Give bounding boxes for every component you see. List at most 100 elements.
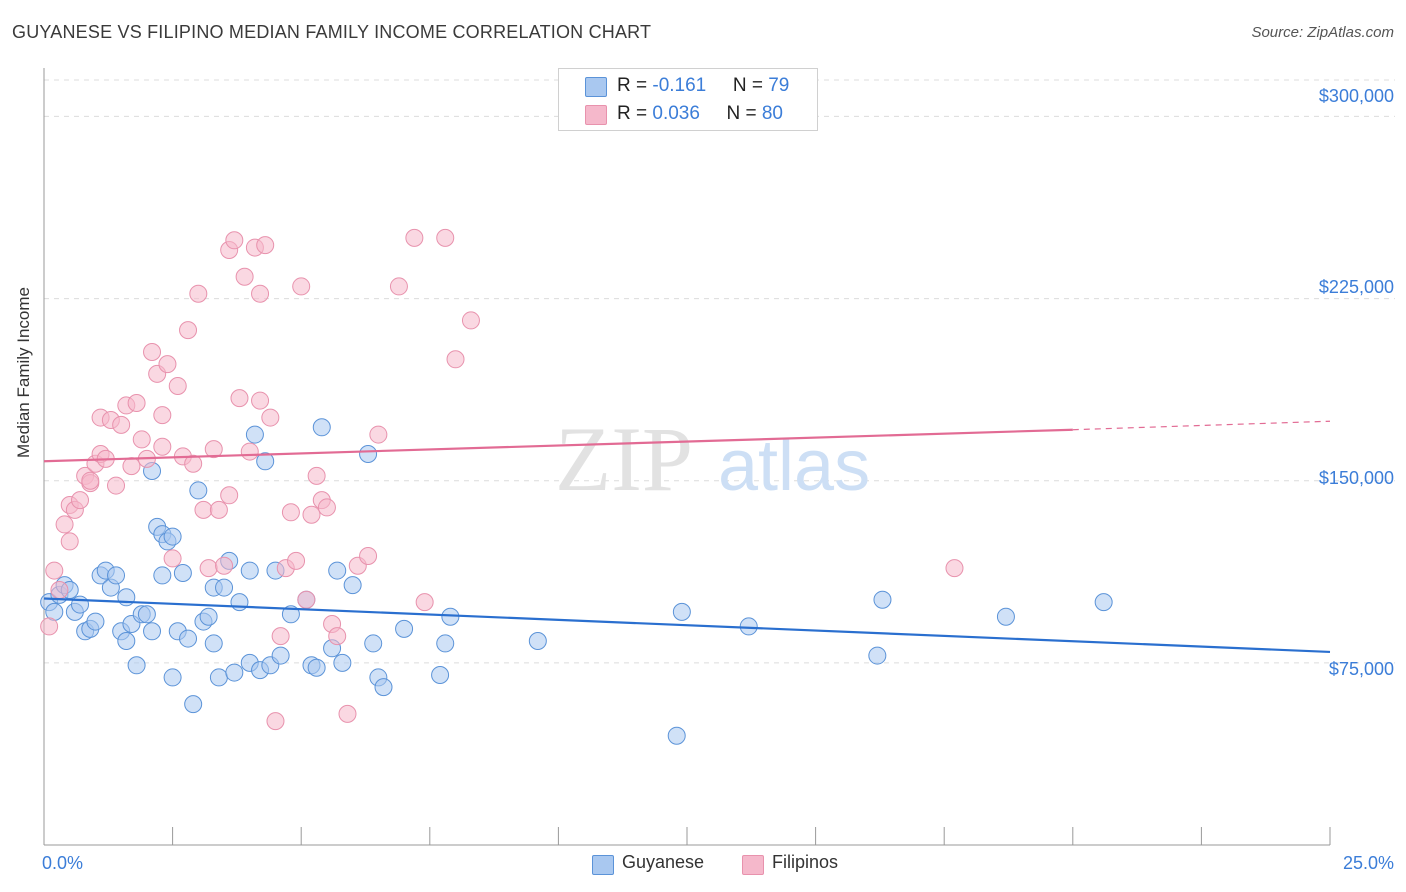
filipinos-point	[415, 593, 434, 612]
guyanese-point	[364, 634, 383, 653]
filipinos-point	[235, 267, 254, 286]
guyanese-point	[204, 634, 223, 653]
filipinos-point	[194, 500, 213, 519]
guyanese-point	[107, 566, 126, 585]
filipinos-point	[112, 415, 131, 434]
guyanese-point	[127, 656, 146, 675]
guyanese-point	[71, 595, 90, 614]
filipinos-point	[153, 406, 172, 425]
guyanese-point	[359, 445, 378, 463]
filipinos-point	[359, 547, 378, 565]
trend-lines	[43, 420, 1331, 654]
filipinos-point	[461, 311, 480, 330]
filipinos-point	[256, 236, 275, 255]
guyanese-point	[343, 576, 362, 595]
x-tick-label: 0.0%	[42, 853, 84, 873]
chart-title: GUYANESE VS FILIPINO MEDIAN FAMILY INCOM…	[12, 22, 652, 42]
x-tick-label: 25.0%	[1342, 853, 1394, 873]
filipinos-point	[107, 476, 126, 495]
guyanese-point	[173, 564, 192, 582]
y-tick-label: $225,000	[1318, 277, 1394, 297]
guyanese-point	[215, 578, 234, 597]
filipinos-point	[184, 454, 203, 473]
filipinos-point	[60, 532, 79, 551]
filipinos-point	[220, 486, 239, 505]
filipinos-point	[143, 343, 162, 361]
guyanese-point	[86, 612, 105, 631]
filipinos-point	[55, 515, 74, 534]
guyanese-point	[137, 605, 156, 624]
stats-legend: R = -0.161 N = 79 R = 0.036 N = 80	[558, 68, 818, 131]
filipinos-point	[251, 391, 270, 410]
filipinos-point	[71, 491, 90, 510]
guyanese-point	[1094, 593, 1113, 612]
guyanese-point	[163, 668, 182, 687]
filipinos-point	[81, 471, 100, 490]
guyanese-point	[230, 593, 249, 612]
guyanese-point	[209, 668, 228, 687]
filipinos-point	[261, 408, 280, 427]
guyanese-point	[395, 619, 414, 638]
y-tick-label: $300,000	[1318, 86, 1394, 106]
guyanese-point	[163, 527, 182, 546]
filipinos-point	[240, 442, 259, 461]
filipinos-point	[302, 505, 321, 524]
guyanese-point	[199, 607, 218, 626]
filipinos-point	[317, 498, 336, 517]
guyanese-point	[245, 425, 264, 444]
guyanese-point	[739, 617, 758, 636]
filipinos-trend-extension	[1072, 420, 1331, 431]
guyanese-point	[667, 726, 686, 745]
guyanese-point	[528, 632, 547, 650]
legend-row-filipinos: R = 0.036 N = 80	[617, 103, 783, 124]
guyanese-point	[672, 602, 691, 621]
filipinos-point	[297, 590, 316, 609]
filipinos-point	[292, 277, 311, 296]
filipinos-point	[179, 321, 198, 340]
filipinos-point	[307, 466, 326, 485]
guyanese-point	[307, 658, 326, 677]
filipinos-point	[338, 704, 357, 723]
filipinos-point	[122, 457, 141, 476]
guyanese-point	[240, 561, 259, 580]
filipinos-point	[945, 559, 964, 578]
filipinos-point	[287, 551, 306, 570]
filipinos-point	[251, 284, 270, 303]
filipinos-point	[225, 231, 244, 250]
y-tick-label: $75,000	[1328, 659, 1394, 679]
guyanese-trend-line	[43, 597, 1331, 654]
legend-swatch-guyanese	[592, 855, 614, 875]
guyanese-point	[256, 452, 275, 471]
filipinos-point	[132, 430, 151, 449]
guyanese-point	[271, 646, 290, 665]
guyanese-point	[374, 678, 393, 697]
guyanese-point	[868, 646, 887, 665]
filipinos-point	[45, 561, 64, 580]
guyanese-point	[179, 629, 198, 648]
filipinos-point	[389, 277, 408, 296]
guyanese-point	[143, 622, 162, 641]
filipinos-point	[163, 549, 182, 568]
legend-label-filipinos: Filipinos	[772, 852, 839, 872]
legend-label-guyanese: Guyanese	[622, 852, 705, 872]
guyanese-point	[996, 607, 1015, 626]
guyanese-point	[153, 566, 172, 585]
legend-swatch-guyanese	[585, 77, 607, 97]
filipinos-point	[271, 627, 290, 646]
guyanese-point	[184, 695, 203, 714]
source-label: Source: ZipAtlas.com	[1251, 24, 1394, 41]
filipinos-point	[266, 712, 285, 731]
filipinos-point	[446, 350, 465, 369]
filipinos-point	[153, 437, 172, 456]
y-axis-label: Median Family Income	[14, 286, 33, 458]
filipinos-point	[189, 284, 208, 303]
guyanese-point	[117, 632, 136, 650]
guyanese-point	[873, 590, 892, 609]
guyanese-point	[189, 481, 208, 500]
filipinos-point	[204, 440, 223, 459]
filipinos-point	[209, 500, 228, 519]
filipinos-point	[369, 425, 388, 444]
filipinos-point	[281, 503, 300, 522]
guyanese-point	[436, 634, 455, 653]
